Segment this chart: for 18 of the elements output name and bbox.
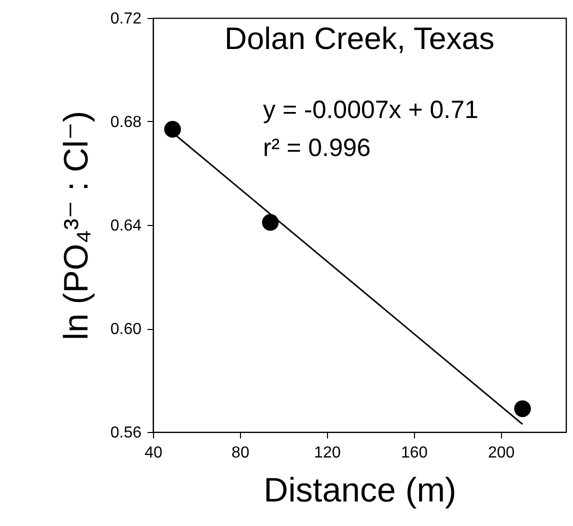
y-tick-label: 0.60 (110, 321, 142, 338)
x-tick-label: 80 (232, 444, 250, 462)
x-tick-label: 160 (400, 444, 428, 462)
point (262, 214, 279, 231)
y-tick-label: 0.68 (110, 114, 142, 131)
y-tick-label: 0.72 (110, 10, 142, 28)
x-tick-label: 120 (314, 444, 341, 462)
y-tick-label: 0.56 (110, 424, 142, 442)
chart-title: Dolan Creek, Texas (224, 21, 494, 56)
annotation: r² = 0.996 (263, 134, 371, 162)
y-axis-title: ln (PO₄³⁻ : Cl⁻) (57, 110, 96, 340)
point (514, 400, 531, 418)
x-tick-label: 40 (144, 444, 162, 462)
x-tick-label: 200 (488, 444, 515, 462)
point (164, 120, 181, 138)
y-tick-label: 0.64 (110, 218, 142, 234)
x-axis-title: Distance (m) (264, 472, 456, 510)
annotation: y = -0.0007x + 0.71 (263, 96, 478, 124)
